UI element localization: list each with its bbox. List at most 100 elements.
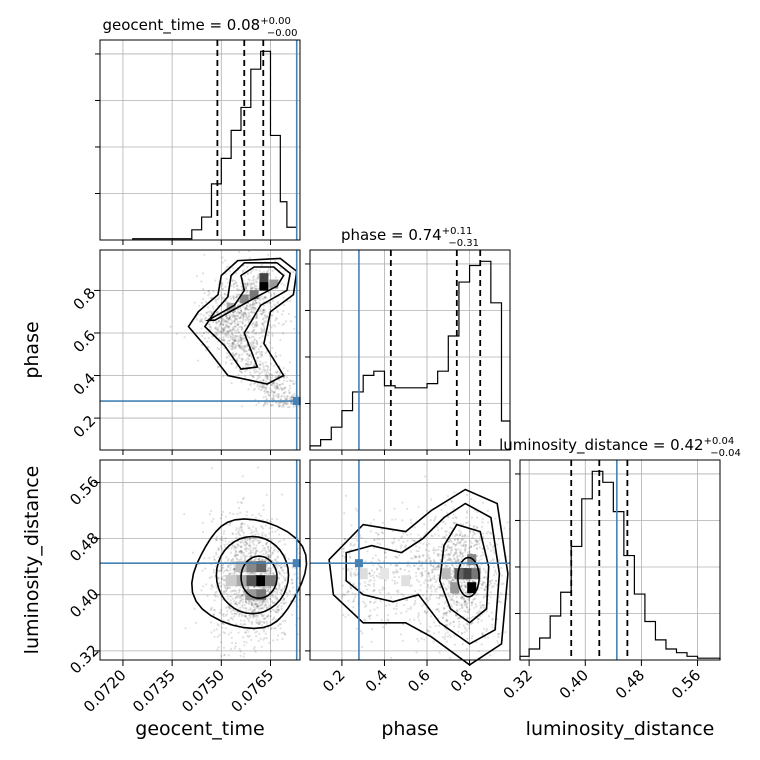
scatter-point [265,535,268,538]
scatter-point [278,404,281,407]
title-sub: −0.04 [710,448,741,459]
scatter-point [497,633,500,636]
scatter-point [267,556,270,559]
scatter-point [391,518,394,521]
scatter-point [258,619,261,622]
scatter-point [242,316,245,319]
scatter-point [253,608,256,612]
scatter-point [226,331,229,334]
scatter-point [274,590,277,594]
scatter-point [354,571,357,574]
scatter-point [236,543,239,546]
scatter-point [222,323,225,326]
scatter-point [364,540,367,543]
scatter-point [461,607,464,610]
scatter-point [250,601,253,604]
scatter-point [270,521,273,524]
scatter-point [282,310,285,313]
scatter-point [217,320,220,323]
scatter-point [445,612,448,615]
scatter-point [343,556,346,559]
scatter-point [209,608,212,612]
scatter-point [246,289,249,292]
panel-frame [309,459,511,661]
scatter-point [482,567,485,570]
scatter-point [272,310,275,313]
scatter-point [227,330,230,333]
scatter-point [226,281,229,284]
scatter-point [389,596,392,599]
scatter-point [259,607,262,610]
scatter-point [231,342,234,346]
scatter-point [288,398,291,401]
scatter-point [238,368,241,372]
scatter-point [465,603,468,606]
scatter-point [481,631,484,635]
title-phase: phase = 0.74+0.11 −0.31 [341,226,479,249]
scatter-point [261,354,264,358]
scatter-point [361,632,364,635]
scatter-point [499,592,502,595]
scatter-point [250,288,253,291]
scatter-point [229,607,232,610]
scatter-point [284,543,287,546]
scatter-point [263,546,266,550]
scatter-point [482,596,485,599]
scatter-point [283,372,286,375]
scatter-point [281,403,284,407]
scatter-point [274,375,277,378]
scatter-point [432,547,435,550]
scatter-point [364,560,367,563]
scatter-point [464,591,467,594]
scatter-point [261,385,264,388]
scatter-point [227,329,230,332]
scatter-point [224,285,227,288]
scatter-point [225,613,229,616]
scatter-point [212,585,215,588]
scatter-point [437,608,440,611]
scatter-point [369,575,372,578]
scatter-point [433,549,436,552]
scatter-point [276,317,279,320]
scatter-point [220,313,223,316]
scatter-point [466,637,469,640]
scatter-point [237,614,241,618]
scatter-point [456,538,459,541]
scatter-point [242,554,245,557]
scatter-point [262,617,265,620]
contour-line [328,488,509,666]
scatter-point [477,611,480,614]
scatter-point [280,282,283,285]
scatter-point [234,612,237,615]
scatter-point [264,401,267,404]
scatter-point [253,387,256,390]
scatter-point [208,289,211,292]
scatter-point [267,604,271,607]
scatter-point [406,539,409,542]
scatter-point [230,332,233,335]
scatter-point [241,320,244,323]
scatter-point [456,610,459,613]
scatter-point [459,552,462,555]
scatter-point [418,619,421,622]
scatter-point [244,631,247,634]
scatter-point [203,292,206,295]
scatter-point [224,515,227,518]
scatter-point [436,526,439,529]
scatter-point [235,318,239,321]
scatter-point [250,363,253,366]
scatter-point [256,602,259,605]
scatter-point [227,325,230,328]
scatter-point [476,526,479,530]
scatter-point [285,320,288,323]
scatter-point [393,576,396,579]
scatter-point [204,317,207,320]
scatter-point [254,368,257,371]
scatter-point [471,634,474,638]
scatter-point [222,329,225,332]
scatter-point [232,353,235,356]
scatter-point [453,602,456,605]
scatter-point [453,625,456,628]
scatter-point [257,387,260,390]
scatter-point [243,623,246,626]
